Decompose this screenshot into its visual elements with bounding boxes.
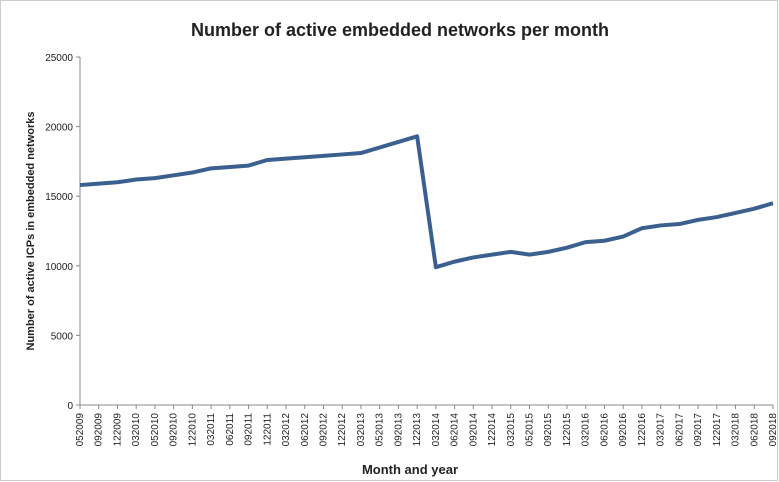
x-tick-label: 092013 [393,413,404,447]
x-tick-label: 122012 [337,413,348,447]
x-tick-label: 092011 [244,413,255,446]
y-axis-label: Number of active ICPs in embedded networ… [25,111,37,350]
y-tick-label: 25000 [45,53,73,64]
chart-title: Number of active embedded networks per m… [191,20,609,40]
x-tick-label: 092017 [693,413,704,447]
x-tick-label: 092009 [94,413,105,447]
x-tick-label: 122015 [562,413,573,447]
y-tick-label: 5000 [51,331,74,342]
x-tick-label: 052010 [150,413,161,447]
x-tick-label: 032017 [656,413,667,447]
x-tick-label: 122010 [187,413,198,447]
x-tick-label: 092012 [318,413,329,447]
x-tick-label: 062011 [225,413,236,446]
x-tick-label: 122011 [262,413,273,446]
x-tick-label: 032014 [431,413,442,447]
x-tick-label: 092016 [618,413,629,447]
x-tick-label: 062014 [450,413,461,447]
x-tick-label: 122009 [112,413,123,447]
x-tick-label: 032011 [206,413,217,446]
x-tick-label: 122016 [637,413,648,447]
x-tick-label: 062018 [749,413,760,447]
y-tick-label: 10000 [45,262,73,273]
x-tick-label: 092014 [468,413,479,447]
x-tick-label: 052013 [375,413,386,447]
x-tick-label: 122013 [412,413,423,447]
x-tick-label: 062017 [674,413,685,447]
x-tick-label: 052009 [75,413,86,447]
y-tick-label: 20000 [45,123,73,134]
x-tick-label: 092015 [543,413,554,447]
x-tick-label: 062016 [599,413,610,447]
x-tick-label: 032012 [281,413,292,447]
x-tick-label: 092010 [169,413,180,447]
x-tick-label: 052015 [525,413,536,447]
x-axis-label: Month and year [362,462,458,477]
x-tick-label: 062012 [300,413,311,447]
x-tick-label: 032018 [731,413,742,447]
x-tick-label: 122017 [712,413,723,447]
x-tick-label: 092018 [768,413,779,447]
x-tick-label: 122014 [487,413,498,447]
y-tick-label: 15000 [45,192,73,203]
x-tick-label: 032010 [131,413,142,447]
data-line [79,134,774,270]
x-tick-label: 032015 [506,413,517,447]
x-tick-label: 032016 [581,413,592,447]
x-tick-label: 032013 [356,413,367,447]
y-tick-label: 0 [67,401,73,412]
